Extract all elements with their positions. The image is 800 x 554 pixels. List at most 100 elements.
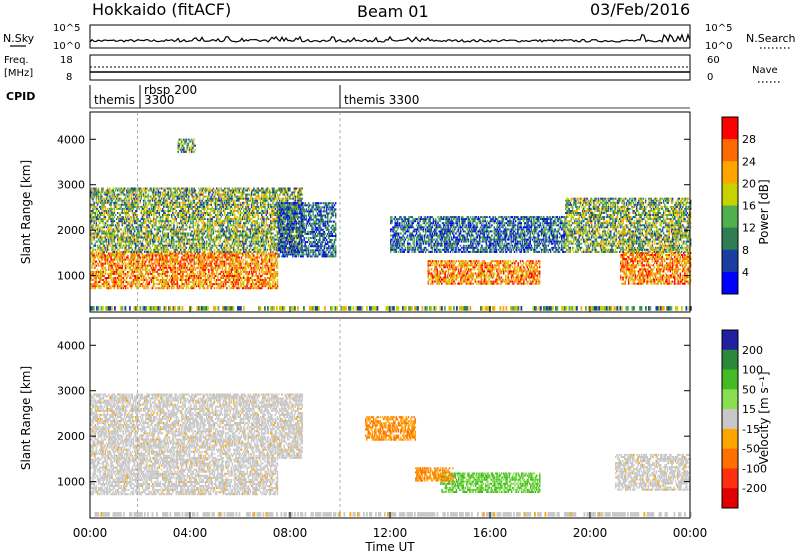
power-cell — [166, 216, 169, 219]
power-cell — [109, 207, 111, 210]
power-cell — [169, 220, 172, 223]
power-cell — [94, 193, 97, 196]
power-cell — [110, 236, 112, 239]
power-cell — [236, 234, 238, 237]
power-cell — [150, 214, 153, 216]
power-cell — [272, 285, 274, 288]
power-cell — [228, 275, 230, 277]
power-cell — [108, 268, 110, 271]
power-cell — [181, 275, 183, 277]
power-cell — [228, 197, 230, 200]
power-cell — [121, 240, 124, 243]
power-cell — [231, 212, 234, 214]
power-cell — [247, 193, 250, 196]
power-cell — [238, 244, 241, 247]
power-cell — [146, 224, 148, 227]
power-cell — [130, 262, 133, 265]
power-cell — [183, 212, 185, 214]
power-cell — [135, 234, 137, 237]
power-cell — [131, 283, 134, 286]
power-cell — [181, 287, 183, 290]
power-cell — [167, 266, 170, 269]
power-cell — [176, 270, 179, 273]
power-cell — [142, 226, 145, 229]
power-cell — [200, 258, 202, 261]
power-cell — [213, 222, 216, 225]
power-cell — [163, 270, 165, 273]
power-cell — [139, 248, 142, 251]
power-cell — [115, 226, 118, 229]
power-cell — [119, 220, 121, 223]
power-cell — [234, 250, 236, 253]
power-cell — [205, 240, 208, 243]
power-cell — [227, 246, 229, 249]
power-cell — [186, 234, 189, 237]
power-cell — [218, 203, 220, 206]
power-cell — [168, 258, 171, 261]
power-cell — [173, 187, 175, 190]
power-cell — [273, 272, 275, 275]
power-cell — [117, 199, 119, 202]
power-cell — [194, 234, 197, 237]
power-cell — [169, 252, 172, 255]
power-cell — [109, 264, 111, 267]
power-cell — [246, 205, 248, 208]
power-cell — [155, 187, 157, 190]
power-cell — [129, 222, 131, 225]
power-cell — [103, 218, 106, 221]
power-cell — [136, 238, 138, 241]
power-cell — [249, 220, 252, 223]
power-cell — [216, 214, 218, 216]
power-cell — [103, 197, 106, 200]
power-cell — [238, 216, 241, 219]
power-cell — [127, 256, 129, 259]
power-cell — [109, 201, 111, 204]
power-cell — [95, 207, 98, 210]
power-cell — [168, 287, 171, 290]
power-cell — [165, 250, 167, 253]
power-cell — [199, 203, 201, 206]
power-cell — [133, 212, 136, 214]
power-cell — [142, 212, 145, 214]
power-cell — [100, 199, 102, 202]
power-cell — [213, 258, 216, 261]
power-cell — [210, 248, 212, 251]
power-cell — [225, 230, 227, 233]
power-cell — [180, 232, 182, 235]
power-cell — [207, 264, 209, 267]
power-cell — [156, 193, 158, 196]
power-cell — [133, 197, 136, 200]
power-cell — [128, 270, 130, 273]
power-cell — [249, 240, 252, 243]
power-cell — [167, 228, 170, 231]
power-cell — [162, 203, 164, 206]
power-cell — [208, 277, 210, 279]
power-cell — [136, 266, 138, 269]
power-cell — [102, 268, 104, 271]
power-cell — [219, 244, 221, 247]
power-cell — [127, 275, 129, 277]
power-cell — [117, 212, 119, 214]
power-cell — [140, 244, 143, 247]
power-cell — [257, 266, 260, 269]
power-cell — [234, 285, 236, 288]
power-cell — [158, 281, 161, 284]
power-cell — [208, 191, 210, 194]
power-cell — [145, 228, 147, 231]
power-cell — [95, 283, 98, 286]
power-cell — [108, 256, 110, 259]
power-cell — [139, 187, 142, 190]
power-cell — [142, 214, 145, 216]
power-cell — [174, 234, 176, 237]
power-cell — [191, 187, 193, 190]
power-cell — [124, 222, 127, 225]
power-cell — [95, 277, 98, 279]
power-cell — [259, 262, 262, 265]
power-cell — [133, 187, 136, 190]
power-cell — [160, 216, 163, 219]
power-cell — [234, 207, 236, 210]
power-cell — [160, 236, 163, 239]
power-cell — [117, 195, 119, 198]
power-cell — [211, 244, 214, 247]
power-cell — [246, 279, 248, 281]
